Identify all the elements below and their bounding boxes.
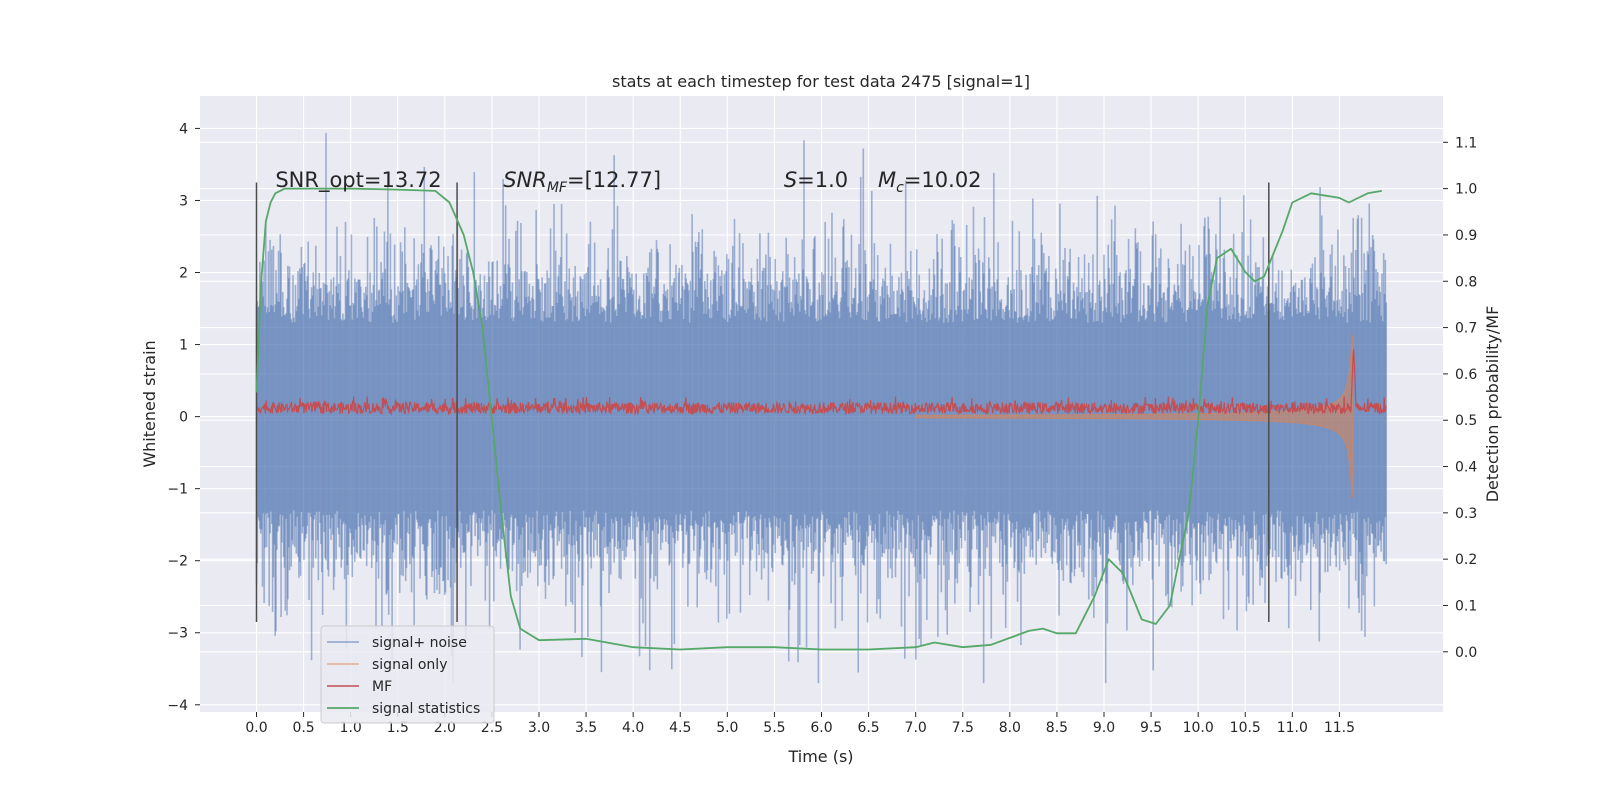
x-axis-label: Time (s) — [787, 747, 853, 766]
annotation-text: SNRMF=[12.77] — [503, 168, 661, 196]
legend-label: signal statistics — [372, 701, 480, 717]
y-tick-label: −1 — [167, 482, 188, 498]
annotations: SNR_opt=13.72 SNRMF=[12.77] S=1.0 Mc=10.02 — [275, 168, 981, 196]
chart-title: stats at each timestep for test data 247… — [612, 72, 1030, 91]
series-signal-only — [915, 335, 1354, 498]
x-tick-label: 10.5 — [1230, 720, 1261, 736]
x-tick-label: 10.0 — [1183, 720, 1214, 736]
legend: signal+ noise signal only MF signal statist… — [320, 625, 495, 724]
legend-box — [320, 625, 495, 724]
x-tick-label: 0.5 — [292, 720, 314, 736]
annotation-text: Mc=10.02 — [878, 168, 982, 196]
annotation-text: SNR_opt=13.72 — [275, 168, 441, 193]
x-tick-label: 3.0 — [528, 720, 550, 736]
x-tick-label: 2.5 — [481, 720, 503, 736]
x-tick-label: 6.5 — [857, 720, 879, 736]
x-tick-label: 2.0 — [434, 720, 456, 736]
x-tick-label: 9.0 — [1093, 720, 1115, 736]
y-tick-label: 4 — [179, 121, 188, 137]
x-tick-label: 0.0 — [245, 720, 267, 736]
y2-tick-label: 1.1 — [1455, 135, 1477, 151]
x-tick-label: 9.5 — [1140, 720, 1162, 736]
y-tick-label: −4 — [167, 698, 188, 714]
y2-tick-label: 1.0 — [1455, 182, 1477, 198]
x-tick-label: 1.0 — [340, 720, 362, 736]
y2-tick-label: 0.3 — [1455, 506, 1477, 522]
y2-axis-ticks: 1.1 1.0 0.9 0.8 0.7 0.6 0.5 0.4 0.3 0.2 0.1 0.0 — [1443, 135, 1477, 661]
legend-label: signal only — [372, 657, 447, 673]
y2-tick-label: 0.7 — [1455, 321, 1477, 337]
y2-tick-label: 0.9 — [1455, 228, 1477, 244]
signal-statistics-line — [255, 187, 1382, 651]
y2-tick-label: 0.4 — [1455, 460, 1477, 476]
x-tick-label: 6.0 — [810, 720, 832, 736]
x-tick-label: 5.5 — [763, 720, 785, 736]
y2-axis-label: Detection probability/MF — [1483, 306, 1502, 503]
y2-tick-label: 0.2 — [1455, 552, 1477, 568]
x-tick-label: 3.5 — [575, 720, 597, 736]
series-mf — [256, 349, 1387, 417]
y2-tick-label: 0.6 — [1455, 367, 1477, 383]
x-tick-label: 1.5 — [387, 720, 409, 736]
series-signal-statistics — [255, 187, 1382, 651]
x-tick-label: 5.0 — [716, 720, 738, 736]
y-tick-label: −2 — [167, 554, 188, 570]
series-signal-plus-noise — [255, 133, 1388, 684]
y-axis-label: Whitened strain — [140, 340, 159, 467]
x-axis-ticks: 0.0 0.5 1.0 1.5 2.0 2.5 3.0 3.5 4.0 4.5 5.0 5.5 6.0 6… — [245, 712, 1355, 736]
signal-envelope — [915, 335, 1354, 498]
vertical-markers — [255, 182, 1270, 622]
y-tick-label: 0 — [179, 410, 188, 426]
y2-tick-label: 0.5 — [1455, 413, 1477, 429]
y-axis-ticks: 4 3 2 1 0 −1 −2 −3 −4 — [167, 121, 200, 714]
x-tick-label: 7.5 — [952, 720, 974, 736]
mf-line — [256, 349, 1387, 417]
y2-tick-label: 0.1 — [1455, 598, 1477, 614]
legend-label: signal+ noise — [372, 635, 467, 651]
x-tick-label: 11.0 — [1277, 720, 1308, 736]
x-tick-label: 11.5 — [1324, 720, 1355, 736]
y-tick-label: 2 — [179, 266, 188, 282]
annotation-text: S=1.0 — [784, 168, 848, 192]
x-tick-label: 7.0 — [905, 720, 927, 736]
legend-label: MF — [372, 679, 392, 695]
y2-tick-label: 0.0 — [1455, 645, 1477, 661]
y-tick-label: 1 — [179, 338, 188, 354]
y-tick-label: −3 — [167, 626, 188, 642]
x-tick-label: 4.5 — [669, 720, 691, 736]
x-tick-label: 4.0 — [622, 720, 644, 736]
y-tick-label: 3 — [179, 193, 188, 209]
x-tick-label: 8.0 — [999, 720, 1021, 736]
y2-tick-label: 0.8 — [1455, 274, 1477, 290]
x-tick-label: 8.5 — [1046, 720, 1068, 736]
